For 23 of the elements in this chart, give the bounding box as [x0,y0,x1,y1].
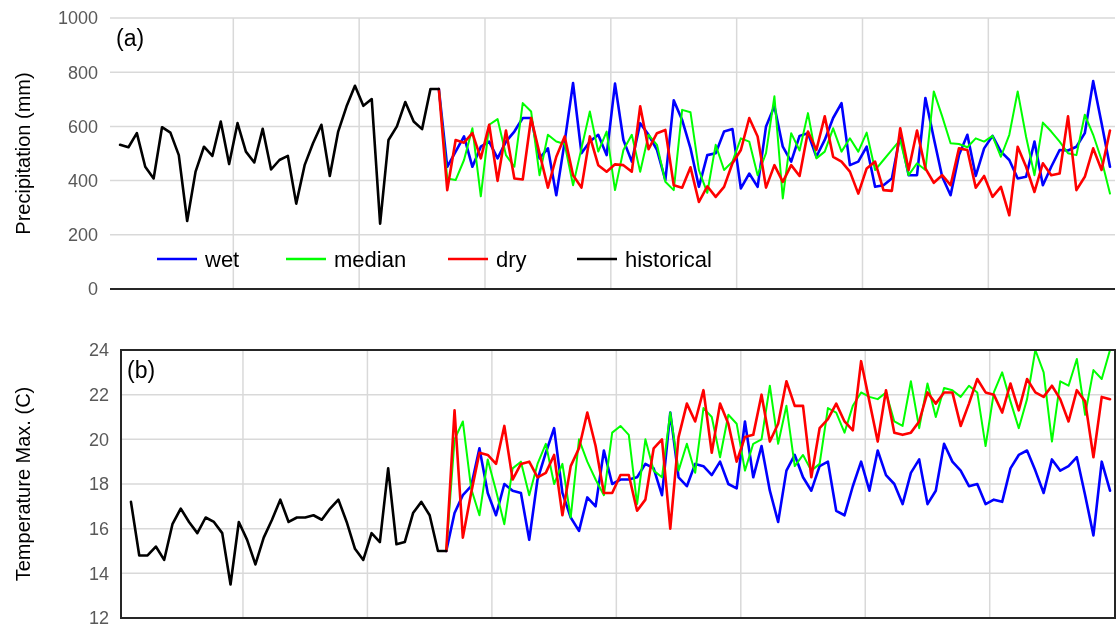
y-axis-title: Temperature Max. (C) [12,386,34,582]
y-tick-label: 400 [67,170,98,191]
line-series [129,467,448,586]
legend-label: wet [204,246,240,272]
y-tick-label: 600 [67,116,98,137]
y-tick-label: 20 [88,429,109,450]
y-tick-label: 24 [88,340,109,361]
y-tick-label: 1000 [57,8,98,29]
y-tick-label: 800 [67,62,98,83]
y-tick-label: 0 [87,279,98,300]
line-series [118,84,441,225]
legend-label: dry [496,246,527,272]
y-tick-label: 16 [88,518,109,539]
y-tick-label: 22 [88,384,109,405]
y-tick-label: 200 [67,225,98,246]
legend-label: historical [625,246,712,272]
legend-label: median [334,246,407,272]
y-tick-label: 18 [88,474,109,495]
y-tick-label: 14 [88,563,109,584]
annotation: (a) [116,25,145,51]
annotation: (b) [127,357,156,383]
y-tick-label: 12 [88,608,109,628]
y-axis-title: Precipitation (mm) [12,72,34,235]
